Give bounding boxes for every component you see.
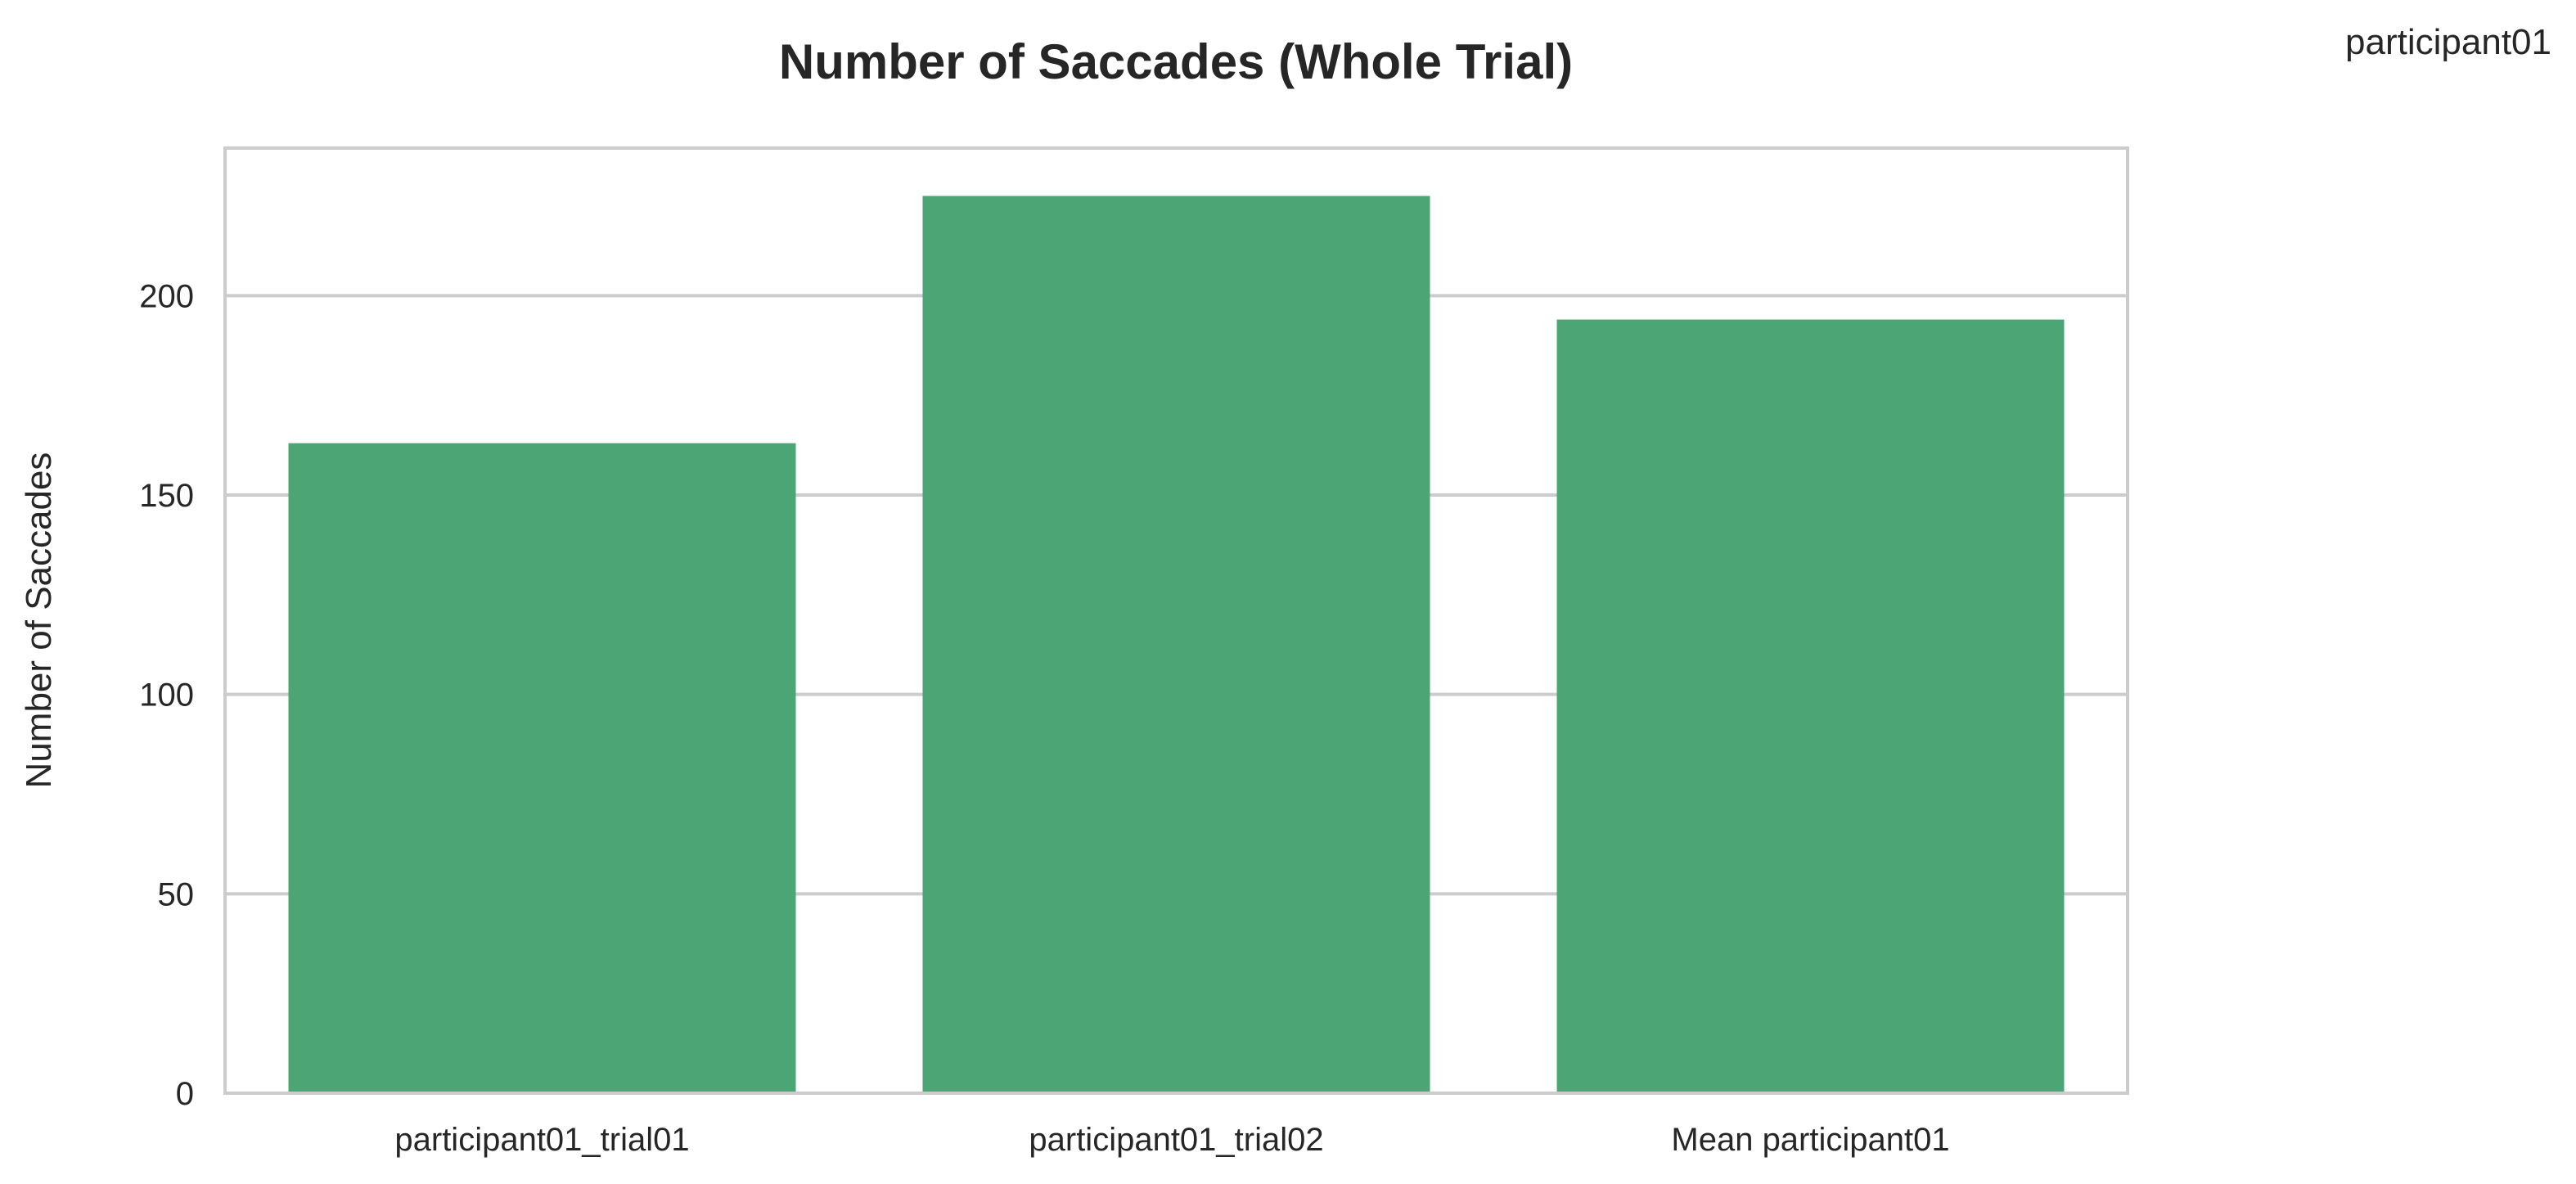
- x-tick-label: participant01_trial01: [394, 1122, 689, 1158]
- bar-participant01-trial02: [922, 196, 1430, 1094]
- x-tick-labels: participant01_trial01 participant01_trial…: [394, 1122, 1949, 1158]
- x-tick-label: participant01_trial02: [1029, 1122, 1323, 1158]
- bar-participant01-trial01: [288, 443, 796, 1093]
- plot-frame: [223, 146, 2129, 1095]
- y-tick-label: 50: [158, 876, 195, 912]
- y-tick-label: 100: [139, 678, 194, 714]
- y-tick-label: 150: [139, 478, 194, 514]
- chart-title: Number of Saccades (Whole Trial): [779, 34, 1573, 89]
- bars: [288, 196, 2065, 1094]
- x-tick-label: Mean participant01: [1671, 1122, 1949, 1158]
- y-tick-label: 200: [139, 278, 194, 314]
- bar-mean-participant01: [1556, 319, 2065, 1093]
- y-axis-label: Number of Saccades: [19, 452, 59, 789]
- participant-label: participant01: [2345, 22, 2551, 62]
- y-tick-label: 0: [176, 1076, 194, 1112]
- y-tick-labels: 0 50 100 150 200: [139, 278, 194, 1112]
